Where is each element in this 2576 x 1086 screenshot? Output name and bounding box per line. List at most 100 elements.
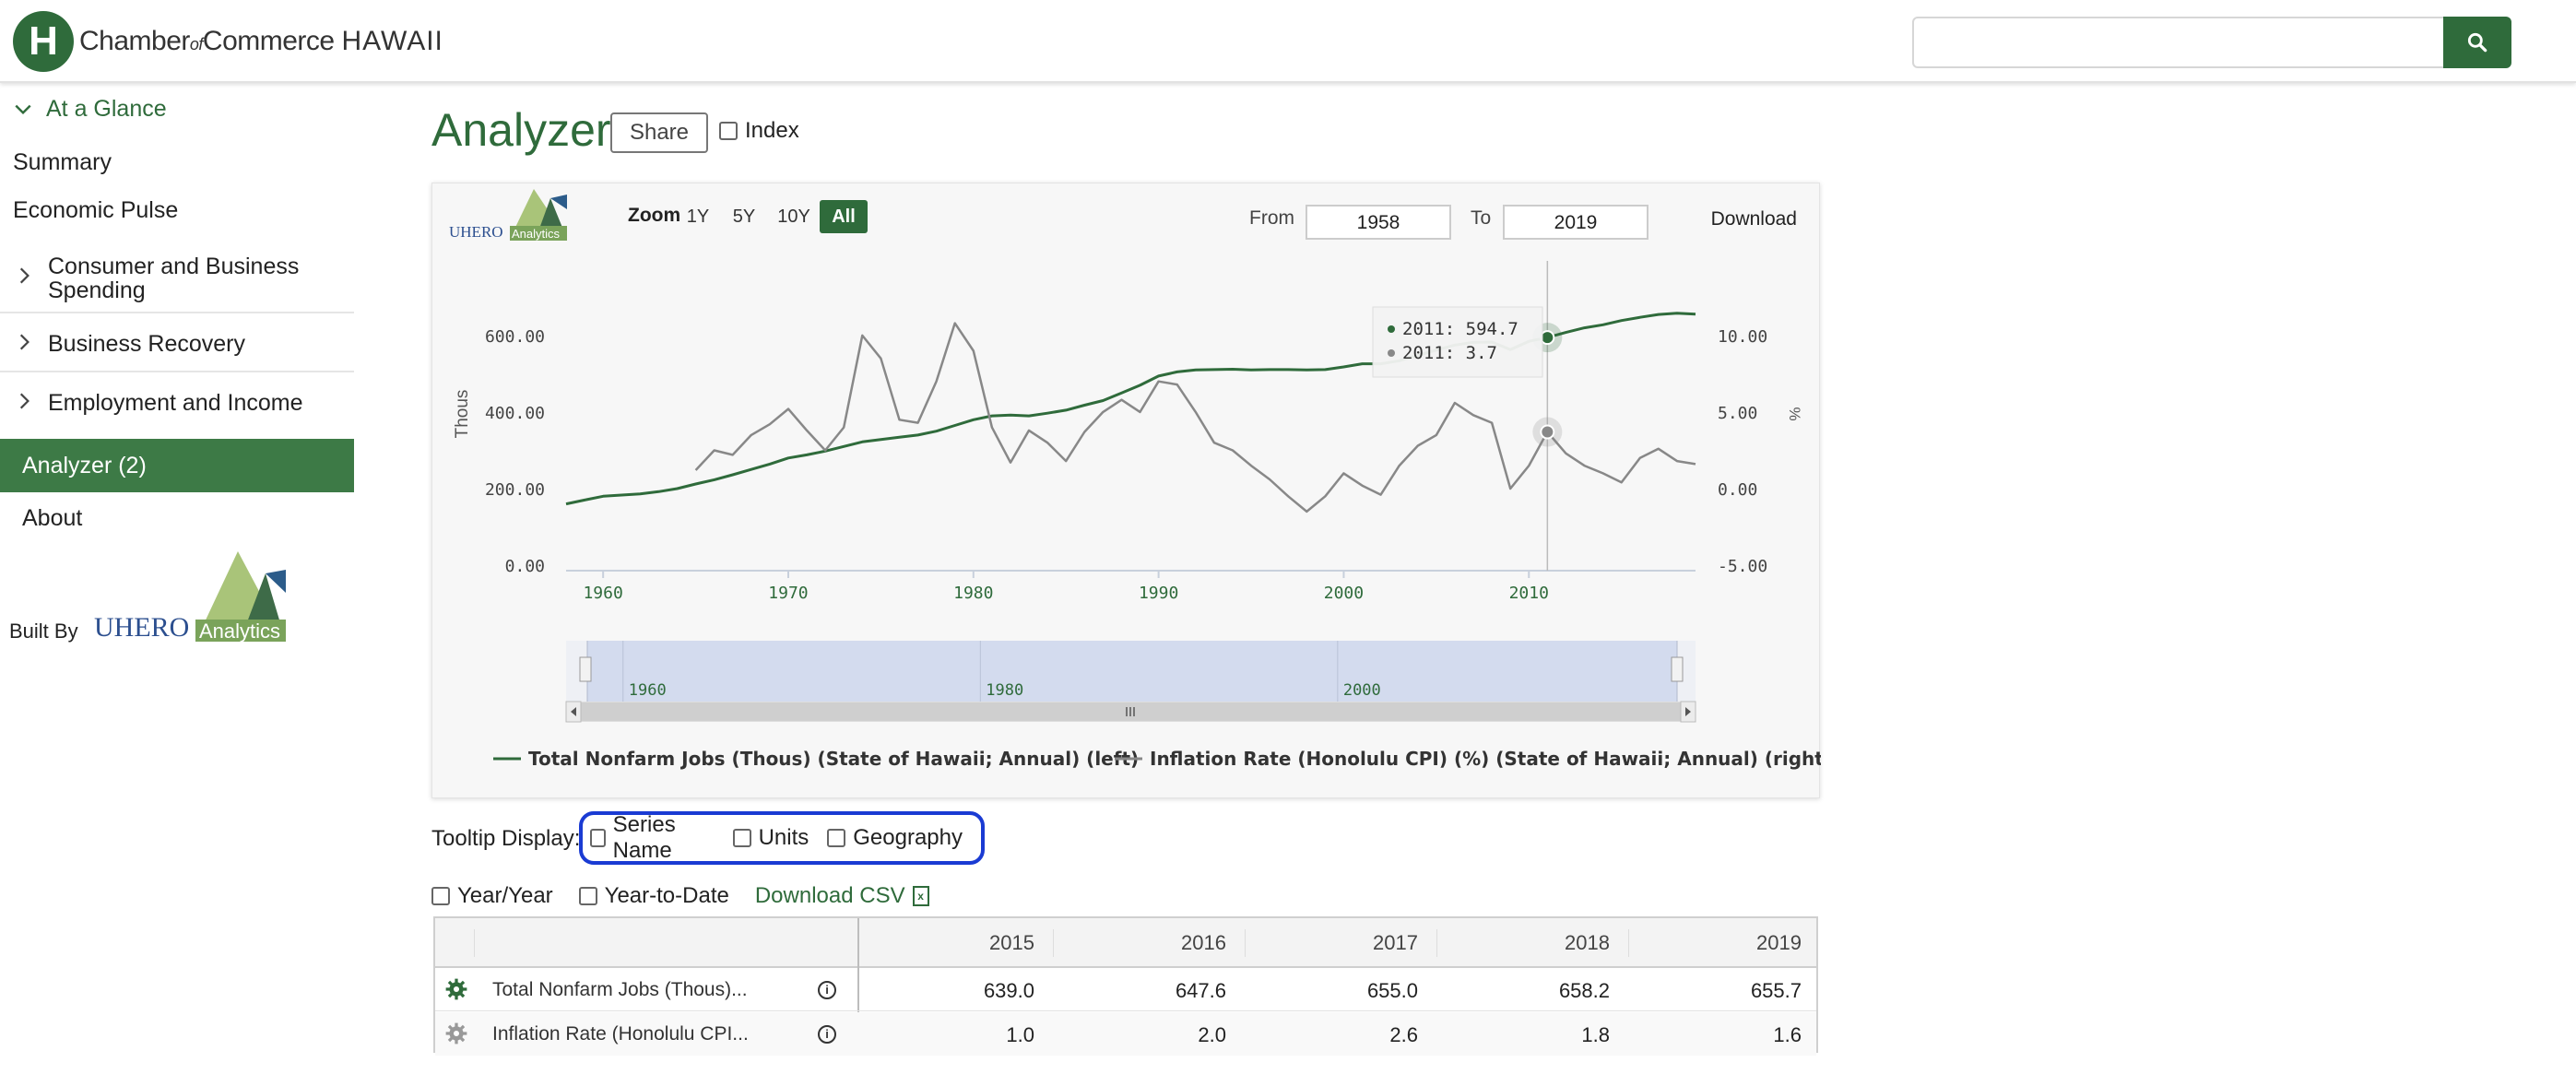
chart-tooltip: 2011: 594.7 2011: 3.7 <box>1372 306 1543 378</box>
info-icon[interactable]: i <box>818 1025 836 1044</box>
sidebar-item-business-recovery[interactable]: Business Recovery <box>0 313 354 372</box>
hover-point[interactable] <box>1540 424 1555 440</box>
svg-text:UHERO: UHERO <box>449 223 503 241</box>
tooltip-options-group: Series Name Units Geography <box>579 811 985 865</box>
from-input[interactable] <box>1306 205 1451 240</box>
site-header: H ChamberofCommerce HAWAII <box>0 0 2576 83</box>
year-year-checkbox[interactable] <box>431 887 450 905</box>
index-toggle[interactable]: Index <box>719 118 799 144</box>
left-tick-label: 200.00 <box>485 480 545 500</box>
to-input[interactable] <box>1503 205 1648 240</box>
navigator-tick-label: 1960 <box>629 681 667 700</box>
uhero-logo[interactable]: UHERO Analytics <box>92 551 286 643</box>
navigator-handle-right[interactable] <box>1671 656 1684 682</box>
units-checkbox[interactable] <box>732 829 751 847</box>
sidebar-item-label: Employment and Income <box>48 390 303 416</box>
right-axis-label: % <box>1786 407 1803 420</box>
year-to-date-toggle[interactable]: Year-to-Date <box>578 883 729 909</box>
sidebar-item-economic-pulse[interactable]: Economic Pulse <box>13 197 179 223</box>
zoom-1y-button[interactable]: 1Y <box>681 200 715 233</box>
from-value: 1958 <box>1357 212 1400 233</box>
year-header[interactable]: 2018 <box>1565 931 1610 954</box>
series-name-cell[interactable]: Inflation Rate (Honolulu CPI... <box>492 1023 749 1045</box>
download-button[interactable]: Download <box>1711 208 1797 230</box>
left-tick-label: 400.00 <box>485 404 545 423</box>
download-csv-link[interactable]: Download CSV x <box>755 883 929 909</box>
navigator-tick-label: 1980 <box>986 681 1023 700</box>
tooltip-option-units[interactable]: Units <box>732 825 809 851</box>
series-line-2[interactable] <box>694 322 1696 513</box>
chamber-logo[interactable]: H ChamberofCommerce HAWAII <box>13 7 443 76</box>
arrow-right-icon <box>1685 707 1691 716</box>
built-by-label: Built By <box>9 620 78 643</box>
left-tick-label: 600.00 <box>485 327 545 347</box>
year-to-date-checkbox[interactable] <box>578 887 597 905</box>
index-label: Index <box>745 118 799 143</box>
zoom-10y-button[interactable]: 10Y <box>772 200 816 233</box>
legend-item-2[interactable]: Inflation Rate (Honolulu CPI) (%) (State… <box>1115 748 1821 770</box>
gear-icon[interactable] <box>444 977 468 1001</box>
year-header[interactable]: 2015 <box>989 931 1034 954</box>
navigator-handle-left[interactable] <box>579 656 592 682</box>
tooltip-option-series-name[interactable]: Series Name <box>590 812 715 864</box>
sidebar-item-label: At a Glance <box>46 96 167 122</box>
sidebar-item-analyzer[interactable]: Analyzer (2) <box>0 439 354 492</box>
year-header[interactable]: 2019 <box>1756 931 1802 954</box>
left-axis-label: Thous <box>453 390 472 439</box>
sidebar-item-consumer-spending[interactable]: Consumer and Business Spending <box>0 242 354 313</box>
tooltip-display-row: Tooltip Display: Series Name Units Geogr… <box>431 811 1907 867</box>
tooltip-option-geography[interactable]: Geography <box>827 825 963 851</box>
from-label: From <box>1249 207 1294 229</box>
table-cell: 655.0 <box>1366 979 1418 1002</box>
table-cell: 639.0 <box>983 979 1034 1002</box>
page-title: Analyzer <box>431 104 611 156</box>
x-tick-label: 1980 <box>953 584 993 603</box>
share-button[interactable]: Share <box>610 112 708 153</box>
search-button[interactable] <box>2443 17 2511 68</box>
info-icon[interactable]: i <box>818 981 836 999</box>
series-name-checkbox[interactable] <box>590 829 606 847</box>
navigator-selection[interactable] <box>587 641 1677 702</box>
sidebar-item-employment-income[interactable]: Employment and Income <box>0 372 354 437</box>
zoom-option-label: 1Y <box>687 207 709 227</box>
sidebar-item-summary[interactable]: Summary <box>13 149 112 175</box>
svg-text:Analytics: Analytics <box>512 227 561 241</box>
table-cell: 2.0 <box>1198 1023 1226 1046</box>
table-cell: 1.6 <box>1773 1023 1802 1046</box>
x-tick-label: 1990 <box>1139 584 1178 603</box>
table-cell: 2.6 <box>1389 1023 1418 1046</box>
navigator-tick-label: 2000 <box>1343 681 1381 700</box>
year-year-toggle[interactable]: Year/Year <box>431 883 553 909</box>
sidebar-item-about[interactable]: About <box>22 505 83 531</box>
sidebar-item-label: Business Recovery <box>48 331 245 357</box>
chevron-down-icon <box>15 104 31 114</box>
year-header[interactable]: 2017 <box>1373 931 1418 954</box>
data-table: 2015 2016 2017 2018 2019 Total Nonfarm Jobs … <box>433 916 1818 1056</box>
zoom-5y-button[interactable]: 5Y <box>727 200 761 233</box>
index-checkbox[interactable] <box>719 122 738 140</box>
right-tick-label: 5.00 <box>1718 404 1757 423</box>
zoom-all-button[interactable]: All <box>820 200 868 233</box>
x-tick-label: 1970 <box>768 584 808 603</box>
range-navigator[interactable]: 1960 1980 2000 <box>565 641 1696 723</box>
zoom-option-label: 10Y <box>777 207 810 227</box>
table-column-divider <box>857 918 859 1055</box>
chamber-logo-mark: H <box>13 11 74 72</box>
gear-icon[interactable] <box>444 1021 468 1045</box>
legend-item-1[interactable]: Total Nonfarm Jobs (Thous) (State of Haw… <box>493 748 1139 770</box>
table-cell: 1.0 <box>1006 1023 1034 1046</box>
sidebar-item-at-a-glance[interactable]: At a Glance <box>13 96 167 123</box>
tooltip-display-label: Tooltip Display: <box>431 826 581 851</box>
series-name-cell[interactable]: Total Nonfarm Jobs (Thous)... <box>492 979 748 1000</box>
table-row[interactable]: Inflation Rate (Honolulu CPI... i 1.0 2.0… <box>435 1012 1816 1056</box>
geography-checkbox[interactable] <box>827 829 846 847</box>
zoom-label: Zoom <box>628 205 680 226</box>
uhero-logo-text: UHERO <box>94 612 189 643</box>
search-input[interactable] <box>1912 17 2445 68</box>
tooltip-line: 2011: 3.7 <box>1402 343 1497 363</box>
right-tick-label: 0.00 <box>1718 480 1757 500</box>
chart-panel: UHERO Analytics Zoom 1Y 5Y 10Y All From 195… <box>431 183 1821 798</box>
table-row[interactable]: Total Nonfarm Jobs (Thous)... i 639.0 647… <box>435 968 1816 1011</box>
year-header[interactable]: 2016 <box>1181 931 1226 954</box>
scrollbar-grip-icon <box>1126 707 1135 716</box>
